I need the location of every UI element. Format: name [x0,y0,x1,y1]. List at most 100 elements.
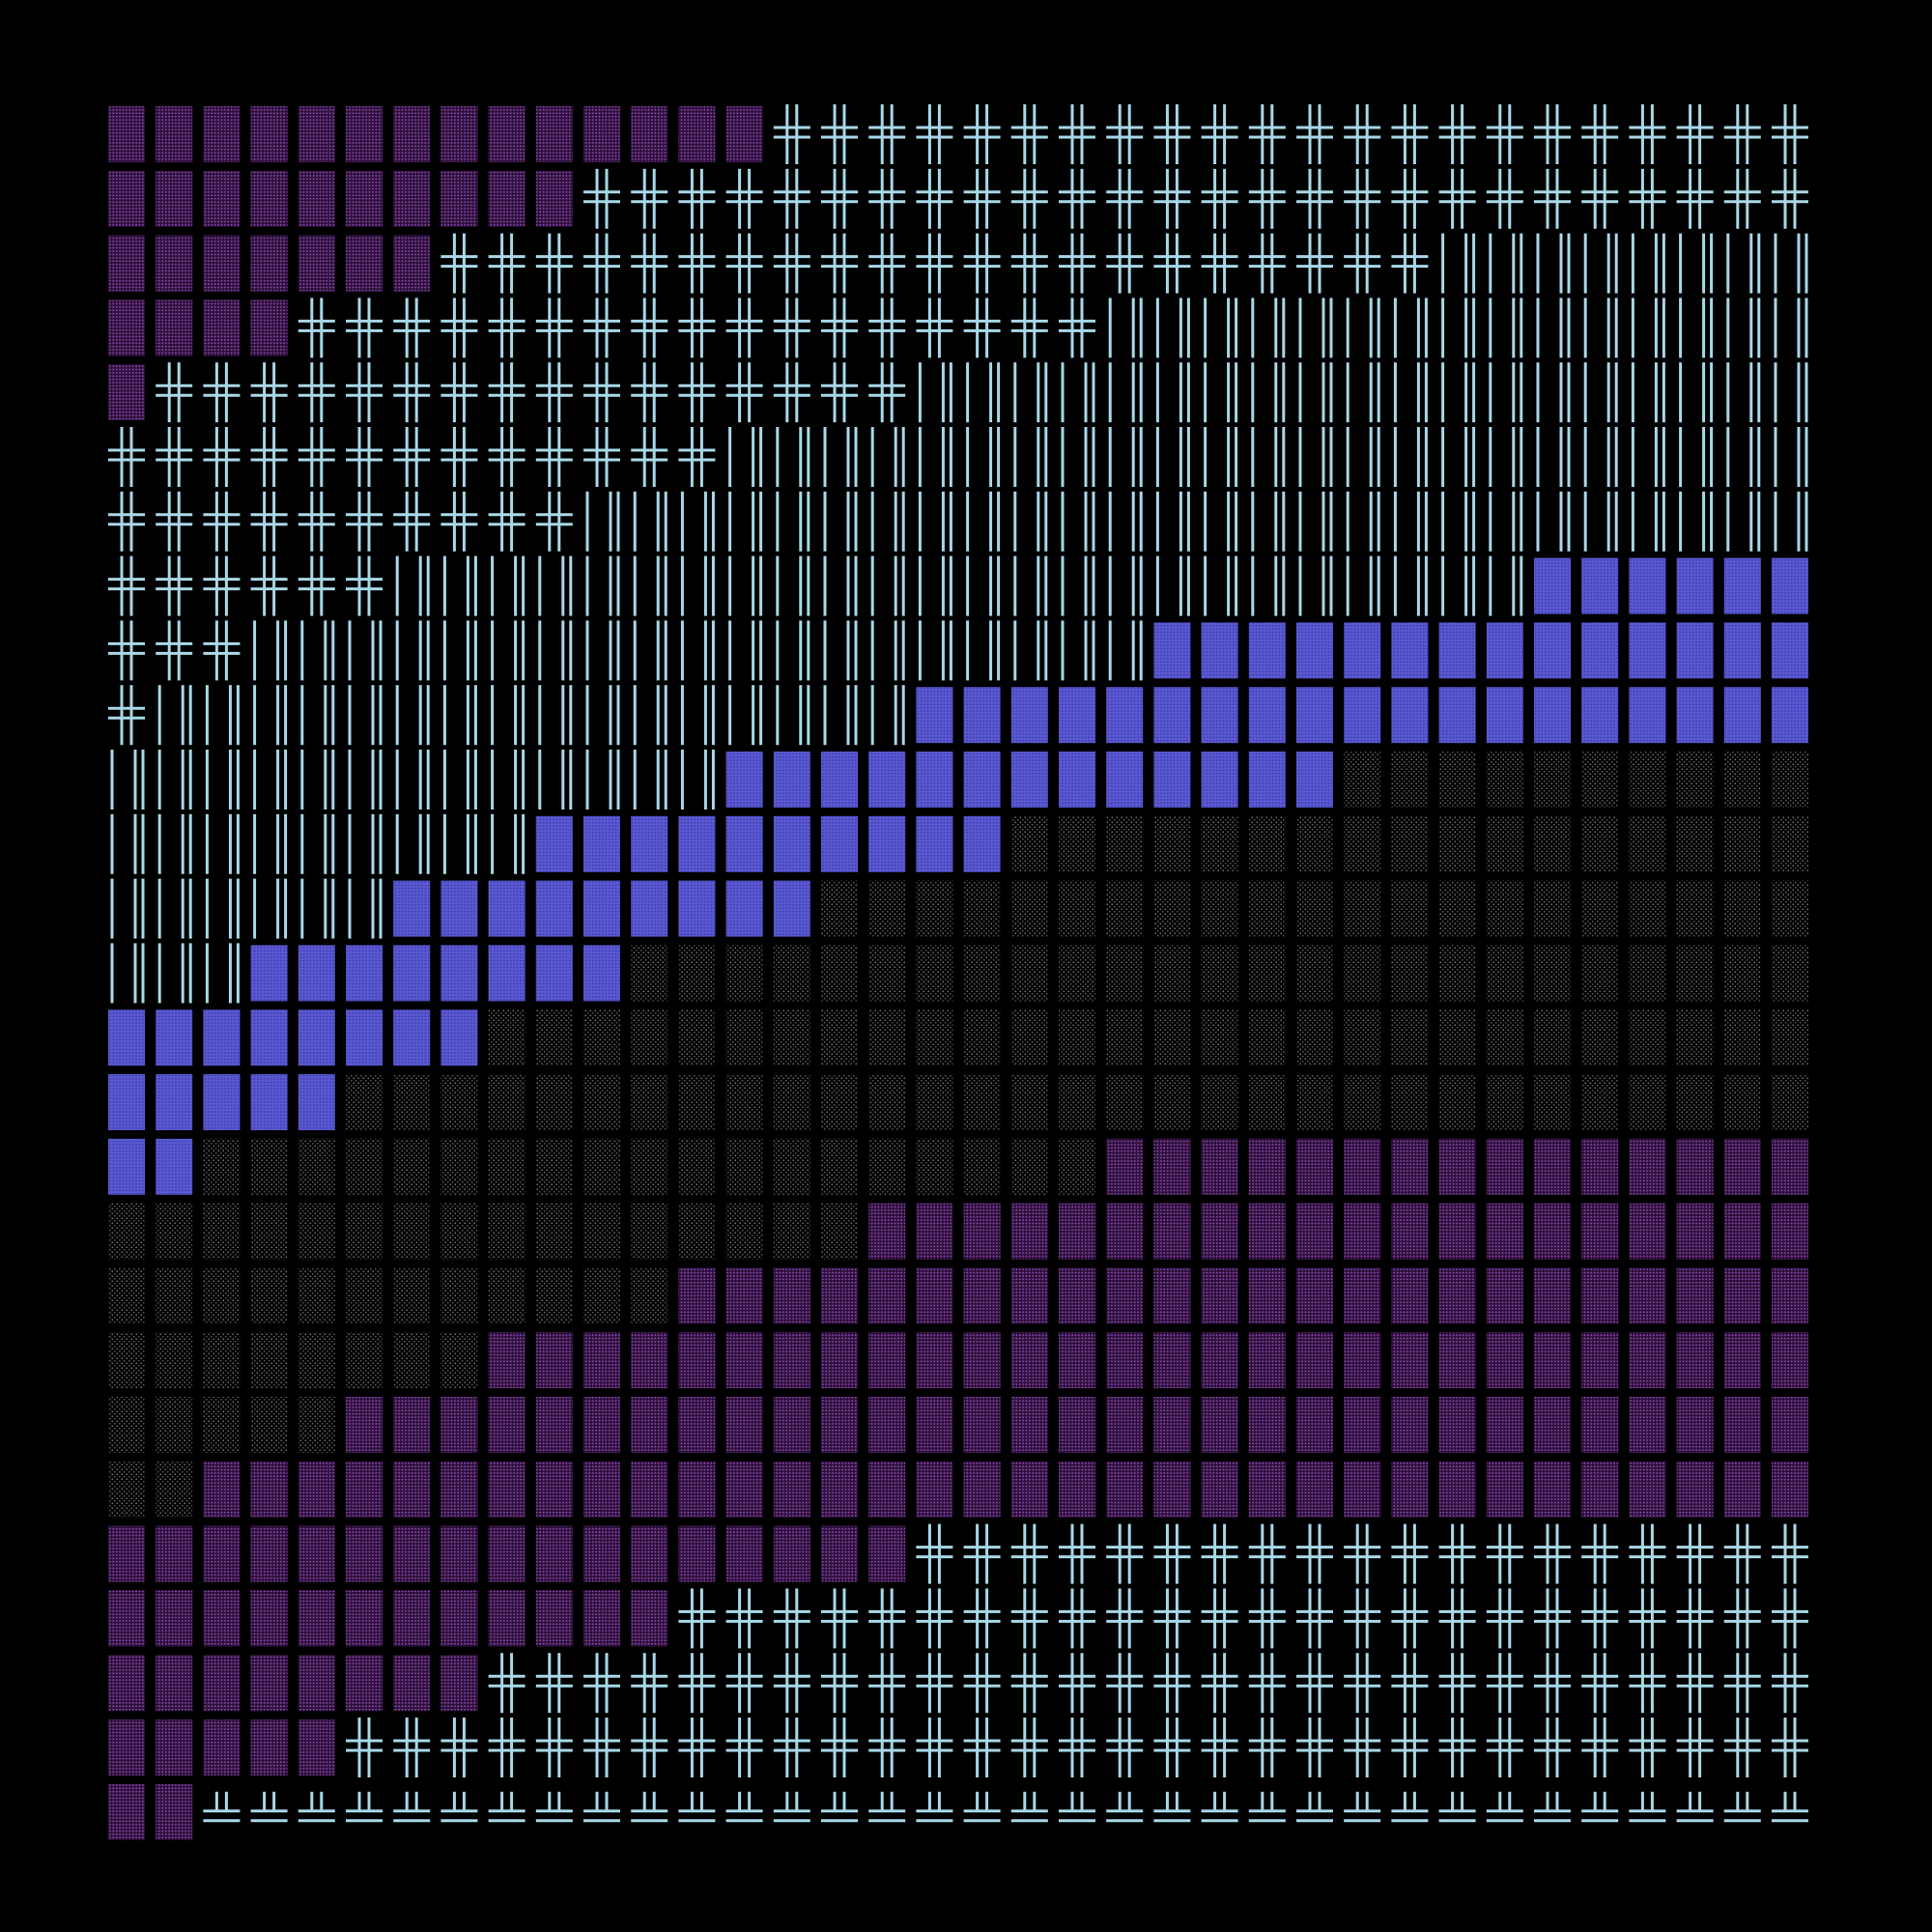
double-cross-glyph-cell [1772,1588,1808,1649]
purple-dotted-block-cell [1534,1138,1571,1195]
vertical-bar-glyph-cell [1061,427,1095,487]
vertical-bar-glyph-cell [1251,362,1286,423]
solid-blue-block-cell [868,752,906,808]
vertical-bar-glyph-cell [1489,298,1523,358]
vertical-bar-glyph-cell [1726,298,1761,358]
purple-dotted-block-cell [535,1332,573,1389]
purple-dotted-block-cell [440,1590,478,1647]
vertical-bar-glyph-cell [253,878,288,939]
purple-dotted-block-cell [250,299,288,356]
purple-dotted-block-cell [1153,1332,1191,1389]
gray-dotted-block-cell [1248,815,1286,872]
purple-dotted-block-cell [631,1525,668,1582]
vertical-bar-glyph-cell [1108,555,1143,616]
gray-dotted-block-cell [203,1267,241,1324]
double-cross-glyph-cell [203,620,241,681]
double-cross-glyph-cell [440,427,478,487]
double-cross-glyph-cell [678,1653,716,1714]
purple-dotted-block-cell [583,106,620,162]
purple-dotted-block-cell [488,1461,526,1518]
vertical-bar-glyph-cell [1393,362,1428,423]
purple-dotted-block-cell [1106,1138,1144,1195]
purple-dotted-block-cell [250,1719,288,1776]
purple-dotted-block-cell [1534,1397,1571,1453]
vertical-bar-glyph-cell [776,620,810,681]
double-cross-glyph-cell [868,1718,906,1777]
double-cross-glyph-cell [631,233,668,294]
purple-dotted-block-cell [440,1461,478,1518]
vertical-bar-glyph-cell [680,491,715,552]
vertical-bar-glyph-cell [1679,298,1714,358]
purple-dotted-block-cell [1534,1203,1571,1260]
purple-dotted-block-cell [868,1397,906,1453]
purple-dotted-block-cell [1486,1138,1523,1195]
solid-blue-block-cell [203,1074,241,1130]
gray-dotted-block-cell [1010,1074,1048,1130]
double-cross-glyph-cell [346,298,383,358]
vertical-bar-glyph-cell [157,878,192,939]
vertical-bar-glyph-cell [1679,427,1714,487]
solid-blue-block-cell [1581,622,1619,679]
double-cross-glyph-cell [108,491,145,552]
double-cross-glyph-cell [1723,1588,1761,1649]
vertical-bar-glyph-cell [776,555,810,616]
vertical-bar-glyph-cell [348,878,383,939]
purple-dotted-block-cell [1534,1267,1571,1324]
double-up-glyph-cell [1248,1791,1286,1823]
double-cross-glyph-cell [1010,168,1048,229]
purple-dotted-block-cell [1248,1203,1286,1260]
vertical-bar-glyph-cell [1489,491,1523,552]
solid-blue-block-cell [108,1074,145,1130]
solid-blue-block-cell [1772,557,1808,614]
double-cross-glyph-cell [250,427,288,487]
vertical-bar-glyph-cell [1536,427,1571,487]
vertical-bar-glyph-cell [1583,491,1618,552]
double-cross-glyph-cell [393,362,431,423]
double-cross-glyph-cell [1391,233,1429,294]
vertical-bar-glyph-cell [1536,362,1571,423]
purple-dotted-block-cell [1059,1461,1095,1518]
purple-dotted-block-cell [583,1590,620,1647]
double-cross-glyph-cell [725,298,763,358]
purple-dotted-block-cell [1391,1138,1429,1195]
vertical-bar-glyph-cell [1108,620,1143,681]
double-cross-glyph-cell [1153,1653,1191,1714]
double-cross-glyph-cell [631,1718,668,1777]
double-cross-glyph-cell [1010,1588,1048,1649]
double-cross-glyph-cell [631,362,668,423]
purple-dotted-block-cell [108,364,145,421]
gray-dotted-block-cell [916,945,953,1002]
double-cross-glyph-cell [725,168,763,229]
double-cross-glyph-cell [346,362,383,423]
vertical-bar-glyph-cell [110,943,145,1004]
vertical-bar-glyph-cell [205,943,240,1004]
gray-dotted-block-cell [773,1203,810,1260]
double-cross-glyph-cell [1723,168,1761,229]
purple-dotted-block-cell [440,1655,478,1712]
gray-dotted-block-cell [1723,815,1761,872]
purple-dotted-block-cell [203,299,241,356]
double-cross-glyph-cell [1629,1718,1666,1777]
purple-dotted-block-cell [1772,1397,1808,1453]
double-cross-glyph-cell [1248,168,1286,229]
double-cross-glyph-cell [1676,1718,1714,1777]
vertical-bar-glyph-cell [1013,427,1048,487]
gray-dotted-block-cell [963,1009,1001,1066]
gray-dotted-block-cell [631,1203,668,1260]
gray-dotted-block-cell [1676,1009,1714,1066]
vertical-bar-glyph-cell [918,620,952,681]
double-cross-glyph-cell [868,362,906,423]
vertical-bar-glyph-cell [1726,233,1761,294]
gray-dotted-block-cell [1676,815,1714,872]
purple-dotted-block-cell [1723,1461,1761,1518]
double-cross-glyph-cell [535,427,573,487]
purple-dotted-block-cell [1723,1203,1761,1260]
vertical-bar-glyph-cell [1631,362,1665,423]
double-cross-glyph-cell [1201,1588,1238,1649]
gray-dotted-block-cell [1296,945,1333,1002]
vertical-bar-glyph-cell [585,750,620,810]
gray-dotted-block-cell [821,1138,858,1195]
purple-dotted-block-cell [535,106,573,162]
purple-dotted-block-cell [535,1525,573,1582]
vertical-bar-glyph-cell [776,491,810,552]
